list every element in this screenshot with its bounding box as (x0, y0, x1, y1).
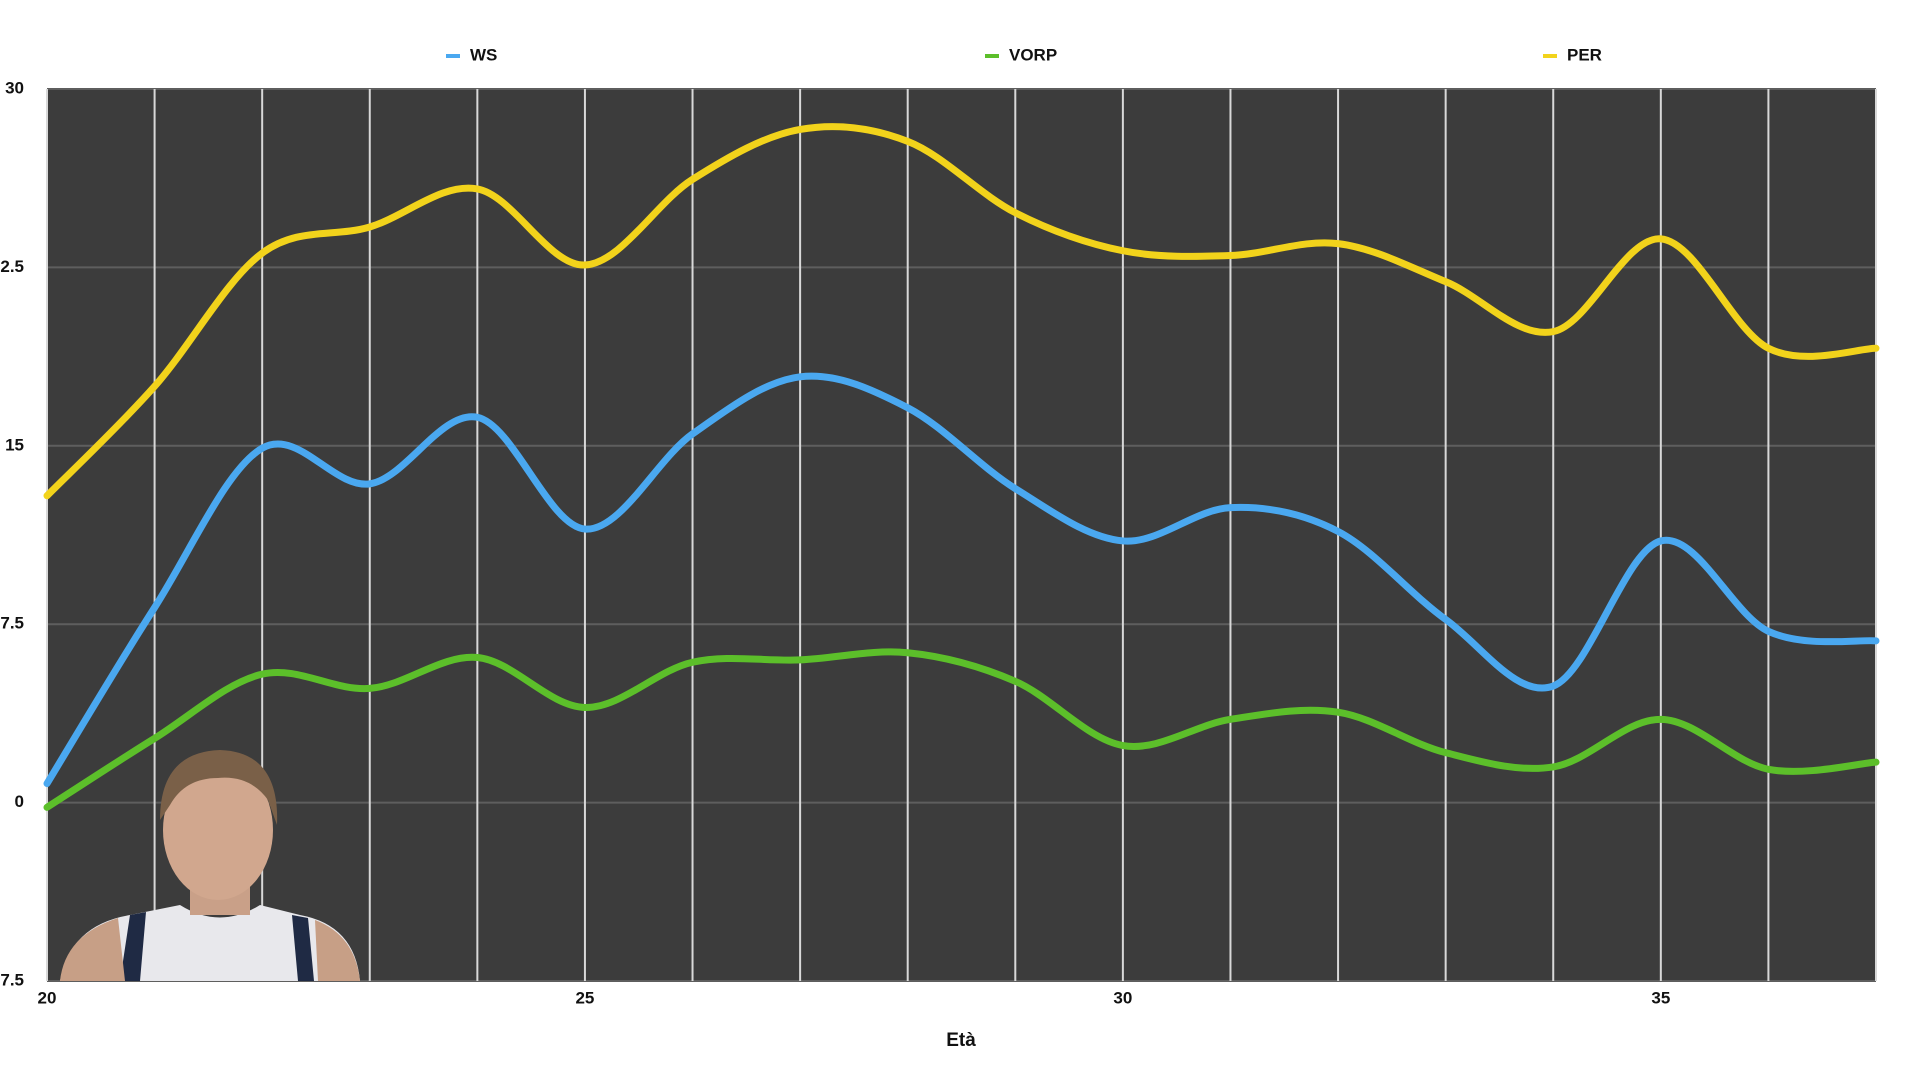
legend-label: PER (1567, 45, 1602, 64)
x-axis-label: Età (946, 1030, 976, 1051)
y-tick-label: 15 (5, 435, 24, 454)
series-line (43, 123, 1880, 500)
y-tick-label: 30 (5, 78, 24, 97)
series-line (43, 372, 1880, 788)
grid (46, 88, 1877, 982)
series-line (43, 648, 1880, 811)
x-tick-label: 20 (38, 988, 57, 1007)
x-tick-label: 25 (575, 988, 594, 1007)
legend-label: VORP (1009, 45, 1057, 64)
y-tick-label: 7.5 (0, 614, 24, 633)
y-tick-label: 0 (15, 792, 24, 811)
y-tick-label: 22.5 (0, 257, 24, 276)
y-tick-label: -7.5 (0, 970, 24, 989)
plot-area (47, 89, 1876, 981)
legend-label: WS (470, 45, 497, 64)
x-tick-label: 30 (1113, 988, 1132, 1007)
x-tick-label: 35 (1651, 988, 1670, 1007)
lines (43, 123, 1880, 811)
player-photo (60, 750, 360, 981)
